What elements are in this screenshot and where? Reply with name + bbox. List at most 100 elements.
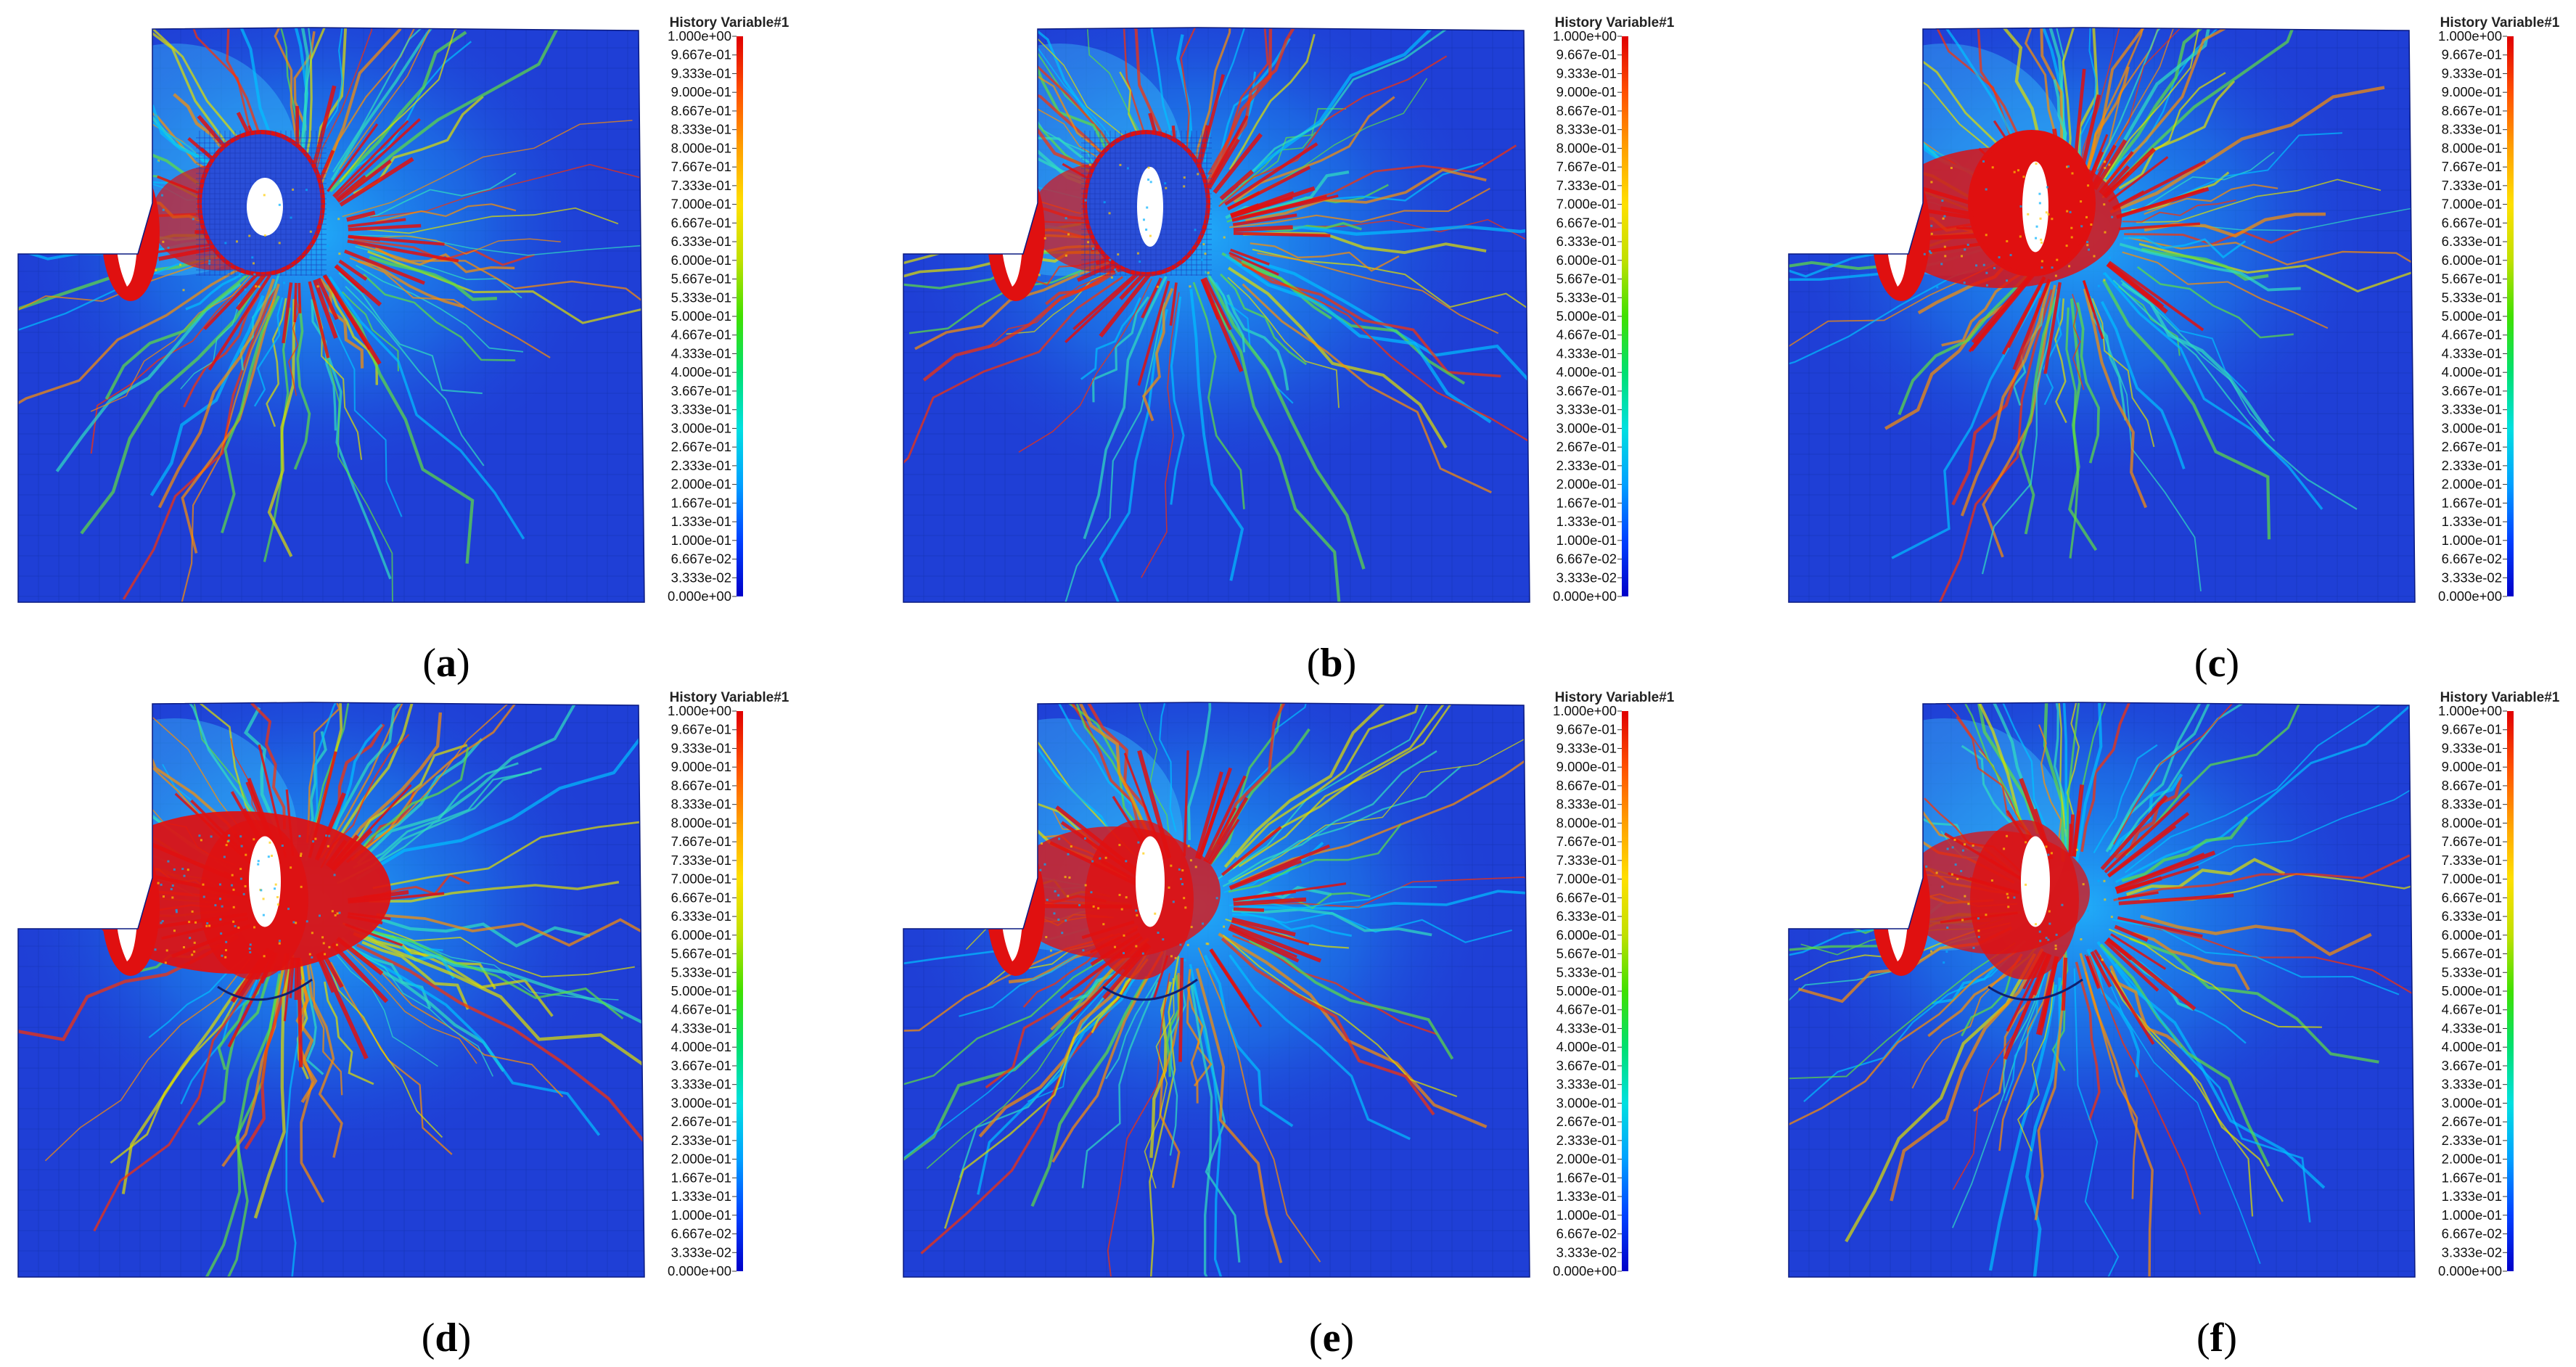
legend-tick-label: 7.000e-01: [2442, 197, 2502, 212]
legend-tick-label: 4.333e-01: [671, 1020, 731, 1035]
legend-tick-label: 2.333e-01: [671, 1133, 731, 1148]
legend-tick-label: 6.000e-01: [671, 253, 731, 268]
panel-label: d: [435, 1315, 458, 1360]
legend-tick-label: 4.667e-01: [671, 1002, 731, 1017]
legend-tick-label: 7.000e-01: [671, 197, 731, 212]
legend-tick-label: 1.333e-01: [2442, 514, 2502, 529]
legend-tick-label: 6.333e-01: [1556, 234, 1617, 249]
legend-tick-label: 2.333e-01: [2442, 458, 2502, 473]
blast-hole-right: [2021, 836, 2050, 927]
legend-tick-label: 7.667e-01: [1556, 834, 1617, 849]
legend-tick-label: 6.000e-01: [2442, 253, 2502, 268]
legend-tick-label: 6.667e-01: [671, 215, 731, 230]
simulation-contour-plot: History Variable#11.000e+00 9.667e-01 9.33…: [17, 690, 789, 1278]
legend-tick-label: 4.000e-01: [2442, 364, 2502, 379]
panel-caption: (c): [2194, 641, 2240, 686]
legend-tick-label: 9.333e-01: [671, 65, 731, 81]
legend-tick-label: 9.000e-01: [1556, 84, 1617, 99]
legend-tick-label: 6.667e-02: [2442, 551, 2502, 567]
legend-title: History Variable#1: [670, 15, 789, 30]
legend-tick-label: 5.667e-01: [671, 271, 731, 287]
legend-tick-label: 2.667e-01: [2442, 439, 2502, 454]
panel-caption: (f): [2196, 1315, 2237, 1360]
legend-tick-label: 3.333e-02: [1556, 1244, 1617, 1260]
legend-tick-label: 4.000e-01: [671, 364, 731, 379]
legend-tick-label: 2.667e-01: [1556, 1114, 1617, 1129]
blast-hole-right: [2022, 161, 2048, 253]
legend-tick-label: 2.000e-01: [1556, 1152, 1617, 1167]
simulation-contour-plot: History Variable#11.000e+00 9.667e-01 9.33…: [17, 15, 789, 604]
legend-tick-label: 6.333e-01: [671, 908, 731, 924]
legend-tick-label: 8.000e-01: [2442, 815, 2502, 830]
legend-tick-label: 3.333e-01: [1556, 402, 1617, 417]
legend-tick-label: 4.667e-01: [671, 327, 731, 342]
legend-tick-label: 4.000e-01: [671, 1039, 731, 1054]
legend-tick-label: 7.000e-01: [1556, 197, 1617, 212]
legend-tick-label: 1.000e-01: [1556, 533, 1617, 548]
legend-tick-label: 7.667e-01: [671, 159, 731, 174]
legend-tick-label: 9.667e-01: [2442, 722, 2502, 737]
legend-tick-label: 3.667e-01: [1556, 1058, 1617, 1073]
colour-legend: History Variable#11.000e+00 9.667e-01 9.33…: [2438, 690, 2560, 1278]
legend-tick-label: 9.000e-01: [671, 84, 731, 99]
legend-tick-label: 3.667e-01: [1556, 383, 1617, 398]
legend-tick-label: 8.667e-01: [671, 103, 731, 118]
panel-caption: (e): [1308, 1315, 1355, 1360]
legend-tick-label: 7.000e-01: [671, 871, 731, 887]
legend-tick-label: 6.333e-01: [671, 234, 731, 249]
simulation-contour-plot: History Variable#11.000e+00 9.667e-01 9.33…: [903, 690, 1675, 1278]
legend-colour-bar: [1622, 36, 1628, 596]
legend-tick-label: 3.333e-02: [2442, 1244, 2502, 1260]
legend-tick-label: 6.000e-01: [2442, 927, 2502, 943]
legend-title: History Variable#1: [2440, 15, 2560, 30]
legend-tick-label: 7.333e-01: [671, 178, 731, 193]
colour-legend: History Variable#11.000e+00 9.667e-01 9.33…: [2438, 15, 2560, 604]
legend-tick-label: 1.667e-01: [671, 1170, 731, 1185]
legend-tick-label: 4.667e-01: [1556, 1002, 1617, 1017]
legend-tick-label: 9.000e-01: [2442, 84, 2502, 99]
legend-tick-label: 6.667e-01: [2442, 890, 2502, 905]
legend-tick-label: 4.000e-01: [2442, 1039, 2502, 1054]
legend-tick-label: 7.333e-01: [2442, 178, 2502, 193]
legend-tick-label: 6.667e-02: [1556, 1226, 1617, 1241]
legend-tick-label: 8.667e-01: [1556, 103, 1617, 118]
legend-tick-label: 3.667e-01: [671, 1058, 731, 1073]
legend-tick-label: 9.000e-01: [671, 759, 731, 774]
legend-tick-label: 1.000e+00: [668, 28, 731, 44]
legend-tick-label: 6.667e-01: [1556, 215, 1617, 230]
legend-tick-label: 6.333e-01: [2442, 908, 2502, 924]
legend-tick-label: 7.333e-01: [1556, 178, 1617, 193]
legend-tick-label: 9.667e-01: [1556, 47, 1617, 62]
legend-tick-label: 5.000e-01: [1556, 308, 1617, 324]
legend-tick-label: 1.000e-01: [671, 533, 731, 548]
legend-tick-label: 7.000e-01: [1556, 871, 1617, 887]
legend-colour-bar: [737, 36, 743, 596]
legend-colour-bar: [1622, 711, 1628, 1271]
legend-tick-label: 2.333e-01: [2442, 1133, 2502, 1148]
legend-tick-label: 8.333e-01: [671, 797, 731, 812]
panel-caption: (a): [422, 641, 470, 686]
legend-tick-label: 2.000e-01: [1556, 477, 1617, 492]
legend-title: History Variable#1: [1555, 15, 1675, 30]
legend-tick-label: 0.000e+00: [1553, 1263, 1617, 1278]
legend-tick-label: 3.333e-01: [671, 1077, 731, 1092]
legend-tick-label: 1.667e-01: [671, 495, 731, 510]
legend-tick-label: 4.000e-01: [1556, 1039, 1617, 1054]
legend-tick-label: 9.333e-01: [1556, 740, 1617, 755]
legend-tick-label: 6.667e-02: [671, 551, 731, 567]
legend-tick-label: 2.000e-01: [671, 477, 731, 492]
legend-tick-label: 3.333e-01: [2442, 402, 2502, 417]
panel-b: History Variable#1 1.000e+00 9.667e-01 9.33…: [893, 15, 1771, 686]
legend-tick-label: 9.667e-01: [671, 722, 731, 737]
legend-tick-label: 7.333e-01: [2442, 853, 2502, 868]
legend-tick-label: 4.667e-01: [2442, 327, 2502, 342]
legend-title: History Variable#1: [670, 690, 789, 705]
blast-hole-right: [249, 836, 281, 927]
panel-label: e: [1322, 1315, 1341, 1360]
legend-tick-label: 1.000e-01: [1556, 1207, 1617, 1223]
legend-tick-label: 9.667e-01: [2442, 47, 2502, 62]
legend-tick-label: 1.000e-01: [671, 1207, 731, 1223]
legend-tick-label: 9.667e-01: [671, 47, 731, 62]
legend-tick-label: 3.000e-01: [1556, 420, 1617, 435]
legend-tick-label: 3.667e-01: [671, 383, 731, 398]
